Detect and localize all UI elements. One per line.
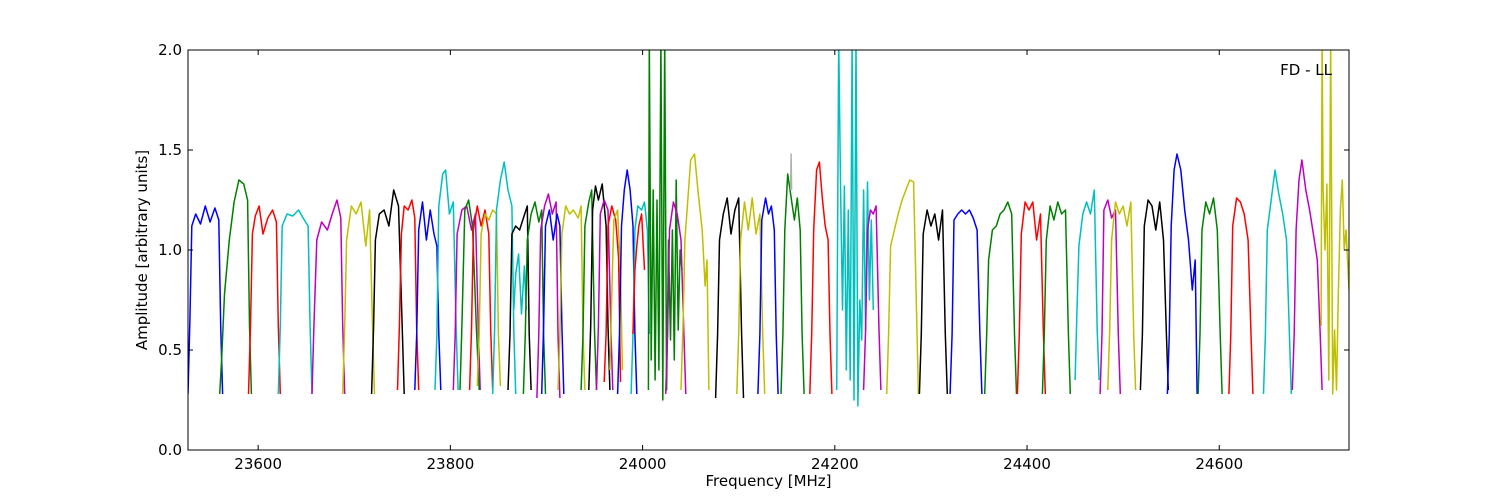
series-line-38 <box>809 161 833 395</box>
x-axis-label: Frequency [MHz] <box>705 472 831 490</box>
series-line-5 <box>311 199 346 395</box>
series-line-56 <box>1320 50 1349 395</box>
series-line-30 <box>647 50 683 401</box>
series-line-39 <box>835 50 875 407</box>
series-line-1 <box>188 205 224 395</box>
x-axis: 23600 23800 24000 24200 24400 24600 <box>234 50 1243 473</box>
series-line-48 <box>1099 199 1122 395</box>
series-line-22 <box>580 189 598 391</box>
series-line-47 <box>1074 189 1100 381</box>
series-line-29 <box>632 213 646 335</box>
series-line-45 <box>1016 201 1047 395</box>
y-tick-label: 2.0 <box>158 41 182 59</box>
series-line-49 <box>1107 201 1137 391</box>
series-line-50 <box>1139 199 1170 391</box>
series-line-3 <box>247 205 282 395</box>
series-line-46 <box>1041 201 1072 395</box>
series-line-21 <box>557 205 586 391</box>
series-line-55 <box>1291 159 1323 391</box>
series-line-17 <box>513 253 528 315</box>
y-tick-label: 1.0 <box>158 241 182 259</box>
series-line-13 <box>468 205 494 391</box>
y-tick-label: 0.5 <box>158 341 182 359</box>
series-line-18 <box>522 201 547 395</box>
series-line-37 <box>789 153 793 191</box>
series-line-10 <box>434 169 459 391</box>
series-line-36 <box>780 173 805 395</box>
series-line-41 <box>885 179 920 395</box>
x-tick-label: 23800 <box>427 455 475 473</box>
series-line-32 <box>680 153 710 391</box>
series-line-25 <box>603 205 622 383</box>
y-tick-label: 0.0 <box>158 441 182 459</box>
series-line-40 <box>862 205 882 391</box>
series-line-6 <box>341 201 376 395</box>
series-line-19 <box>536 193 561 399</box>
series-line-7 <box>370 189 405 395</box>
series-line-53 <box>1228 197 1254 395</box>
series-line-54 <box>1262 169 1293 395</box>
plot-frame <box>187 49 1350 451</box>
series-line-43 <box>949 209 983 395</box>
series-line-12 <box>459 199 480 391</box>
y-axis: 0.0 0.5 1.0 1.5 2.0 <box>158 41 1349 459</box>
annotation-label: FD - LL <box>1280 61 1332 79</box>
series-line-15 <box>491 161 517 395</box>
x-tick-label: 24200 <box>811 455 859 473</box>
series-line-8 <box>396 199 420 391</box>
series-line-35 <box>757 197 779 395</box>
x-tick-label: 23600 <box>234 455 282 473</box>
series-line-14 <box>476 209 502 387</box>
series-line-44 <box>983 201 1018 395</box>
plot-series <box>188 50 1349 407</box>
x-tick-label: 24400 <box>1003 455 1051 473</box>
y-tick-label: 1.5 <box>158 141 182 159</box>
series-line-2 <box>218 179 253 395</box>
series-line-16 <box>507 205 532 391</box>
x-tick-label: 24000 <box>619 455 667 473</box>
series-line-52 <box>1197 197 1223 395</box>
x-tick-label: 24600 <box>1195 455 1243 473</box>
series-line-42 <box>918 209 949 395</box>
series-line-51 <box>1166 153 1198 395</box>
y-axis-label: Amplitude [arbitrary units] <box>133 150 151 350</box>
series-line-4 <box>277 209 313 395</box>
